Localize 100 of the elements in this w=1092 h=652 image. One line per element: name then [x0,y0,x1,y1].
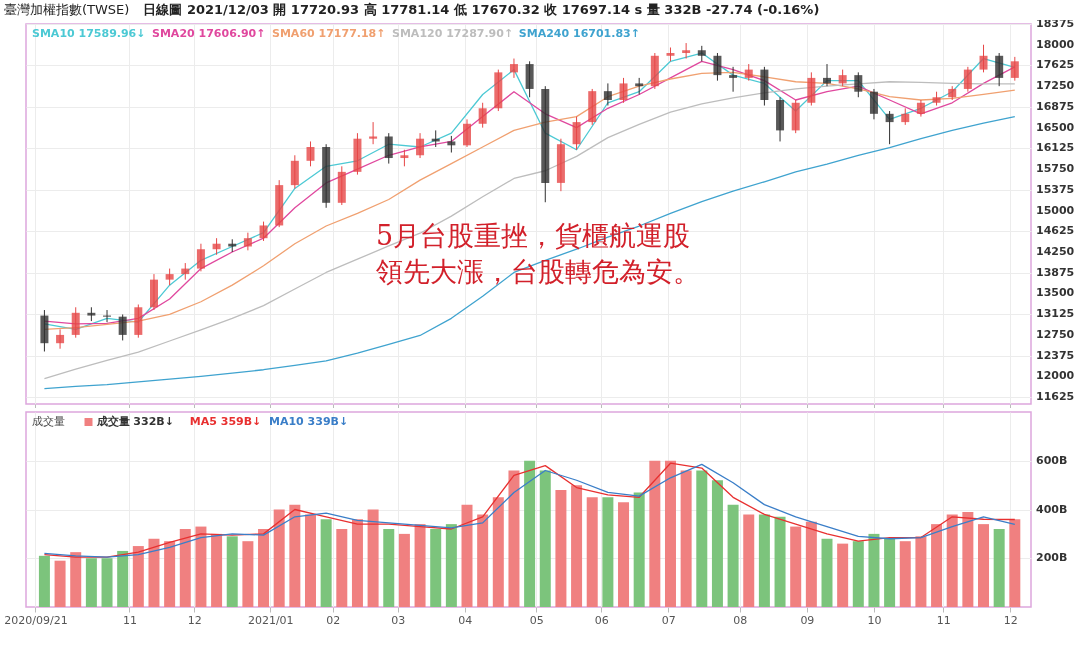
bar [727,504,739,607]
bar [320,519,332,607]
candlestick [369,121,378,145]
bar [461,504,473,607]
x-tick-label: 10 [867,613,882,627]
y-tick-label: 200B [1036,551,1068,565]
bar [618,502,630,607]
y-tick-label: 14625 [1036,224,1075,238]
bar [774,516,786,607]
y-tick-label: 16500 [1036,120,1075,134]
y-tick-label: 13500 [1036,286,1075,300]
candlestick [729,66,738,93]
bar [117,550,129,607]
candlestick [995,52,1004,87]
bar [837,543,849,607]
candlestick [823,63,831,87]
bar [868,533,880,607]
x-tick-label: 11 [122,613,137,627]
bar [195,526,207,607]
chart-title: 臺灣加權指數(TWSE) [4,2,130,17]
text: SMA60 17177.18↑ [272,27,386,40]
candlestick [416,132,425,159]
bar [70,552,82,607]
y-tick-label: 14250 [1036,245,1075,258]
bar [273,509,285,607]
bar [539,470,551,607]
x-tick-label: 03 [391,613,406,627]
bar [821,538,833,607]
y-tick-label: 11625 [1036,390,1075,404]
bar [430,529,442,607]
candlestick [682,42,691,60]
text: SMA240 16701.83↑ [518,27,640,40]
bar [696,470,708,607]
bar [915,536,927,607]
candlestick [572,116,581,151]
bar [571,485,583,607]
bar [680,470,692,607]
bar [508,470,520,607]
bar [555,490,567,607]
y-tick-label: 15000 [1036,203,1075,217]
y-tick-label: 18000 [1036,37,1075,51]
x-tick-label: 08 [733,613,748,627]
bar [946,514,958,607]
bar [383,529,395,607]
candlestick [259,221,268,242]
y-tick-label: 15375 [1036,182,1075,196]
text: SMA20 17606.90↑ [152,27,266,40]
bar [351,519,363,607]
bar [633,492,645,607]
candlestick [71,306,80,339]
bar [54,560,66,607]
bar [711,480,723,607]
bar [304,514,316,607]
candlestick [854,71,863,98]
bar [524,460,536,607]
bar [132,546,144,607]
y-tick-label: 17625 [1036,58,1075,72]
bar [649,460,661,607]
bar [414,524,426,607]
candlestick [963,66,972,93]
bar [164,541,176,607]
text: SMA120 17287.90↑ [392,27,514,40]
bar [445,524,457,607]
text: MA10 339B↓ [269,415,349,428]
y-tick-label: 16875 [1036,99,1075,113]
candlestick [384,132,393,165]
bar [790,526,802,607]
x-tick-label: 12 [187,613,202,627]
legend-label: 成交量 332B↓ [95,415,174,428]
bar [743,514,755,607]
candlestick [885,110,894,145]
candlestick [979,44,988,73]
x-tick-label: 05 [529,613,544,627]
bar [477,514,489,607]
x-tick-label: 11 [936,613,951,627]
candlestick [603,82,612,107]
bar [758,514,770,607]
candlestick [56,328,65,350]
bar [148,538,160,607]
bar [852,541,864,607]
x-tick-label: 06 [594,613,609,627]
candlestick [509,58,518,79]
bar [289,504,301,607]
bar [226,536,238,607]
bar [931,524,943,607]
candlestick [463,118,472,148]
candlestick [243,232,252,251]
candlestick [869,88,878,120]
bar [367,509,379,607]
bar [258,529,270,607]
bar [398,533,410,607]
x-tick-label: 07 [661,613,676,627]
text: SMA10 17589.96↓ [32,27,146,40]
bar [101,558,113,607]
y-tick-label: 600B [1036,453,1068,467]
candlestick [306,140,315,167]
candlestick [196,243,205,272]
x-tick-label: 2020/09/21 [4,613,68,627]
x-tick-label: 02 [326,613,341,627]
bar [805,521,817,607]
